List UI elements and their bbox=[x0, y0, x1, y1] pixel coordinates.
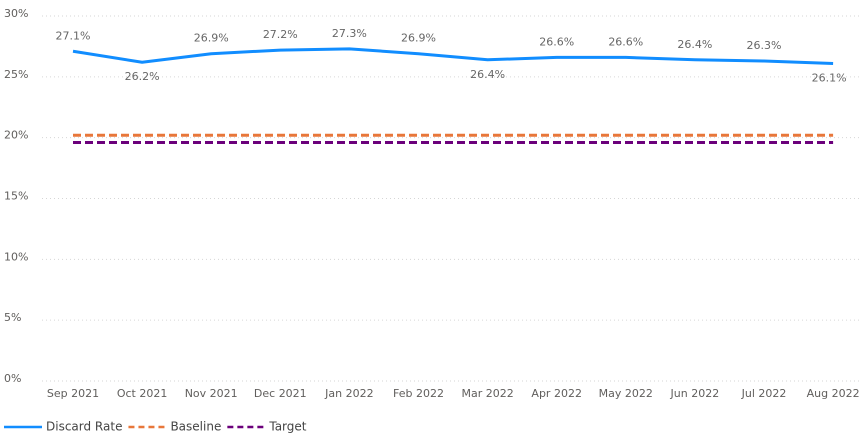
data-label: 26.1% bbox=[812, 71, 847, 84]
data-label: 26.2% bbox=[125, 70, 160, 83]
data-label: 26.6% bbox=[539, 35, 574, 48]
x-tick-label: Jul 2022 bbox=[741, 387, 787, 400]
y-tick-label: 10% bbox=[4, 250, 28, 263]
y-tick-label: 0% bbox=[4, 372, 21, 385]
x-tick-label: Oct 2021 bbox=[117, 387, 168, 400]
data-label: 26.4% bbox=[677, 38, 712, 51]
legend-label: Baseline bbox=[170, 420, 221, 434]
x-tick-label: Sep 2021 bbox=[47, 387, 99, 400]
x-tick-label: Apr 2022 bbox=[531, 387, 582, 400]
x-tick-label: Nov 2021 bbox=[185, 387, 238, 400]
data-label: 27.2% bbox=[263, 28, 298, 41]
legend-label: Discard Rate bbox=[46, 420, 122, 434]
y-tick-label: 5% bbox=[4, 311, 21, 324]
data-label: 26.3% bbox=[747, 39, 782, 52]
data-label: 26.9% bbox=[401, 32, 436, 45]
y-tick-label: 30% bbox=[4, 7, 28, 20]
y-tick-label: 20% bbox=[4, 129, 28, 142]
x-tick-label: May 2022 bbox=[599, 387, 653, 400]
data-label: 26.4% bbox=[470, 68, 505, 81]
x-tick-label: Aug 2022 bbox=[807, 387, 859, 400]
data-label: 27.3% bbox=[332, 27, 367, 40]
data-label: 27.1% bbox=[56, 29, 91, 42]
x-tick-label: Dec 2021 bbox=[254, 387, 307, 400]
x-tick-label: Jun 2022 bbox=[670, 387, 720, 400]
data-label: 26.6% bbox=[608, 35, 643, 48]
y-tick-label: 25% bbox=[4, 68, 28, 81]
x-tick-label: Feb 2022 bbox=[393, 387, 444, 400]
x-tick-label: Mar 2022 bbox=[461, 387, 513, 400]
x-tick-label: Jan 2022 bbox=[324, 387, 373, 400]
legend-label: Target bbox=[268, 420, 306, 434]
line bbox=[72, 47, 834, 65]
data-label: 26.9% bbox=[194, 32, 229, 45]
y-tick-label: 15% bbox=[4, 190, 28, 203]
